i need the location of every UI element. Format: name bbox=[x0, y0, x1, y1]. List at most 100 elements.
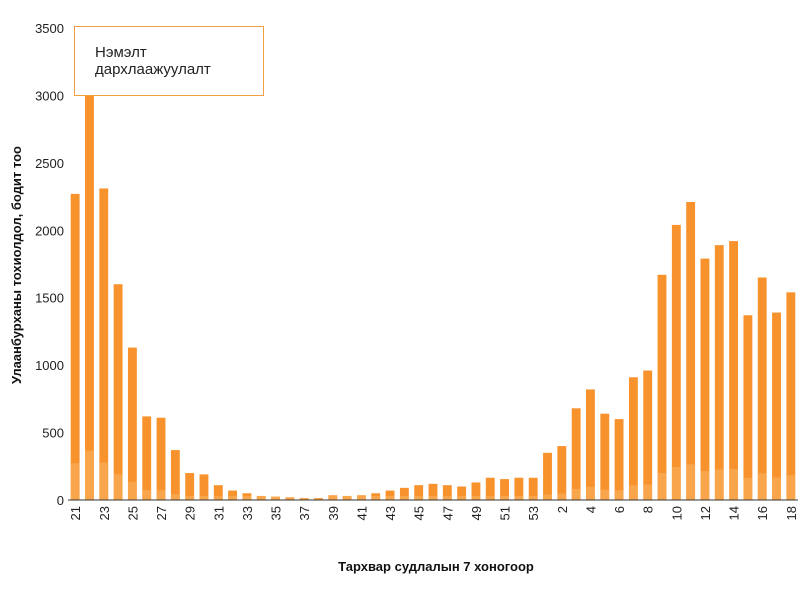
bar-base-segment bbox=[600, 489, 610, 500]
bar-base-segment bbox=[428, 496, 438, 500]
bar-base-segment bbox=[156, 490, 166, 500]
y-tick-label: 3500 bbox=[35, 21, 64, 36]
bar-base-segment bbox=[285, 497, 295, 500]
x-tick-label: 18 bbox=[784, 506, 799, 520]
bar-base-segment bbox=[399, 496, 409, 500]
y-tick-label: 500 bbox=[42, 426, 64, 441]
y-axis-title: Улаанбурханы тохиолдол, бодит тоо bbox=[9, 146, 24, 384]
bar-base-segment bbox=[342, 496, 352, 500]
bar bbox=[628, 377, 638, 500]
bar bbox=[442, 485, 452, 500]
bar bbox=[471, 482, 481, 500]
bar-base-segment bbox=[614, 490, 624, 500]
bar-base-segment bbox=[99, 462, 109, 500]
bar-base-segment bbox=[242, 496, 252, 500]
bar bbox=[743, 315, 753, 500]
bar-base-segment bbox=[113, 474, 123, 500]
x-axis-ticks: 21 23 25 27 29 31 33 35 37 39 41 43 45 47 49 51 53 2 4 6 8 10… bbox=[68, 506, 799, 520]
y-tick-label: 1500 bbox=[35, 291, 64, 306]
bar bbox=[714, 245, 724, 500]
x-tick-label: 25 bbox=[125, 506, 140, 520]
bar-base-segment bbox=[671, 466, 681, 500]
x-tick-label: 35 bbox=[269, 506, 284, 520]
bar-base-segment bbox=[70, 463, 80, 500]
bar-base-segment bbox=[772, 477, 781, 500]
bar bbox=[700, 258, 710, 500]
annotation-box: Нэмэлт дархлаажуулалт bbox=[74, 26, 264, 96]
bar-base-segment bbox=[314, 497, 323, 500]
x-tick-label: 37 bbox=[297, 506, 312, 520]
bar-base-segment bbox=[485, 496, 495, 500]
bar-base-segment bbox=[142, 489, 152, 500]
bar-base-segment bbox=[586, 486, 595, 500]
bar-base-segment bbox=[228, 496, 238, 500]
x-tick-label: 12 bbox=[698, 506, 713, 520]
bar bbox=[399, 487, 409, 500]
bar-base-segment bbox=[500, 496, 509, 500]
bar-base-segment bbox=[442, 496, 452, 500]
bar bbox=[127, 347, 137, 500]
x-tick-label: 53 bbox=[526, 506, 541, 520]
bar-base-segment bbox=[328, 496, 338, 500]
x-axis-title: Тархвар судлалын 7 хоногоор bbox=[338, 559, 534, 574]
bar-base-segment bbox=[271, 496, 280, 500]
x-tick-label: 39 bbox=[326, 506, 341, 520]
bar bbox=[657, 274, 667, 500]
bar bbox=[586, 389, 595, 500]
bar bbox=[170, 450, 180, 500]
bar-base-segment bbox=[457, 496, 467, 500]
bar-base-segment bbox=[256, 496, 266, 500]
bar bbox=[70, 193, 80, 500]
bar-base-segment bbox=[628, 485, 638, 500]
bar bbox=[142, 416, 152, 500]
bar bbox=[757, 277, 767, 500]
bar-base-segment bbox=[786, 475, 796, 500]
x-tick-label: 29 bbox=[183, 506, 198, 520]
x-tick-label: 14 bbox=[727, 506, 742, 520]
bar bbox=[528, 477, 538, 500]
bar bbox=[543, 452, 552, 500]
x-tick-label: 31 bbox=[211, 506, 226, 520]
bar bbox=[99, 188, 109, 501]
bars bbox=[70, 88, 796, 501]
bar bbox=[500, 479, 509, 500]
bar bbox=[614, 419, 624, 500]
bar bbox=[571, 408, 581, 500]
x-tick-label: 6 bbox=[612, 506, 627, 513]
bar bbox=[729, 241, 739, 500]
y-tick-label: 3000 bbox=[35, 88, 64, 103]
bar-base-segment bbox=[743, 477, 753, 500]
x-tick-label: 27 bbox=[154, 506, 169, 520]
bar-base-segment bbox=[213, 496, 223, 500]
x-tick-label: 16 bbox=[755, 506, 770, 520]
bar-base-segment bbox=[714, 469, 724, 500]
x-tick-label: 45 bbox=[412, 506, 427, 520]
x-tick-label: 10 bbox=[669, 506, 684, 520]
bar bbox=[786, 292, 796, 500]
bar-base-segment bbox=[127, 481, 137, 500]
bar-base-segment bbox=[700, 471, 710, 500]
bar bbox=[643, 370, 653, 500]
y-axis-ticks: 0 500 1000 1500 2000 2500 3000 3500 bbox=[35, 21, 64, 508]
bar-base-segment bbox=[514, 496, 524, 500]
bar-base-segment bbox=[85, 450, 94, 500]
x-tick-label: 43 bbox=[383, 506, 398, 520]
x-tick-label: 41 bbox=[354, 506, 369, 520]
bar bbox=[199, 474, 209, 500]
bar-base-segment bbox=[757, 473, 767, 500]
bar bbox=[85, 88, 94, 500]
x-tick-label: 51 bbox=[498, 506, 513, 520]
bar bbox=[671, 224, 681, 500]
bar-base-segment bbox=[571, 489, 581, 500]
bar-base-segment bbox=[356, 496, 366, 500]
x-tick-label: 33 bbox=[240, 506, 255, 520]
bar-base-segment bbox=[643, 484, 653, 500]
bar bbox=[428, 483, 438, 500]
x-tick-label: 8 bbox=[641, 506, 656, 513]
bar bbox=[485, 477, 495, 500]
x-tick-label: 4 bbox=[583, 506, 598, 513]
bar bbox=[600, 413, 610, 500]
bar-base-segment bbox=[657, 472, 667, 500]
bar-base-segment bbox=[170, 494, 180, 500]
